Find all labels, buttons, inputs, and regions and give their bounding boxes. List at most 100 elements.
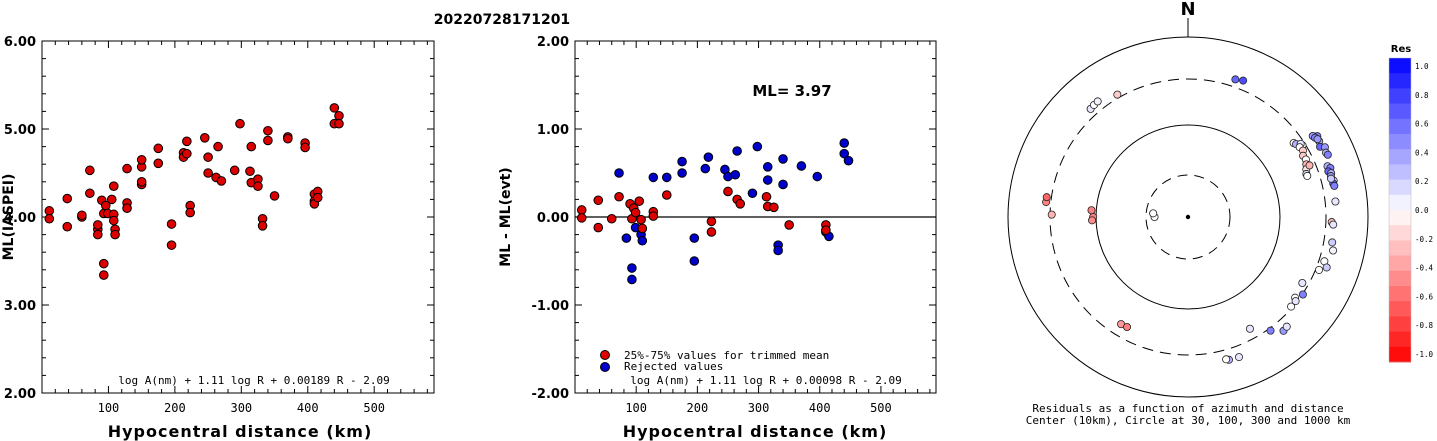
x-axis-label: Hypocentral distance (km)	[108, 422, 373, 441]
data-point	[182, 136, 192, 147]
formula-text: log A(nm) + 1.11 log R + 0.00098 R - 2.0…	[630, 374, 902, 387]
data-point	[136, 155, 147, 165]
data-point	[85, 188, 95, 199]
colorbar-segment	[1389, 134, 1411, 150]
panel-ml-iaspei: 100 200 300 400 500 2.00 3.00 4.00 5.00 6.00 ML(I…	[1, 35, 435, 441]
data-point	[203, 168, 213, 178]
trimmed-point	[784, 220, 794, 230]
colorbar-tick-label: -0.8	[1415, 321, 1434, 330]
y-tick-label: 4.00	[4, 211, 36, 226]
data-point	[108, 181, 119, 191]
trimmed-point	[630, 207, 641, 218]
rejected-point	[762, 175, 773, 185]
rejected-point	[778, 154, 788, 164]
residual-point	[1329, 246, 1338, 255]
rejected-point	[747, 188, 758, 199]
residual-point	[1298, 290, 1307, 299]
residual-point	[1328, 238, 1337, 247]
x-tick-label: 100	[625, 401, 647, 415]
trimmed-point	[614, 191, 624, 202]
data-point	[257, 221, 268, 231]
rejected-point	[700, 163, 711, 174]
residual-point	[1287, 302, 1296, 311]
rejected-point	[614, 168, 624, 178]
data-point	[44, 213, 55, 224]
residual-point	[1234, 353, 1243, 362]
data-point	[235, 118, 245, 129]
trimmed-point	[706, 227, 717, 237]
residual-point	[1329, 220, 1338, 229]
data-point	[62, 221, 73, 232]
residual-point	[1330, 181, 1339, 190]
data-point	[263, 125, 273, 136]
data-point	[283, 133, 293, 144]
rejected-point	[778, 179, 788, 190]
rejected-point	[730, 169, 741, 180]
colorbar-segment	[1389, 103, 1411, 120]
colorbar-tick-label: 1.0	[1415, 62, 1429, 71]
colorbar-segment	[1389, 316, 1411, 333]
data-point	[106, 194, 117, 205]
colorbar-tick-label: -0.6	[1415, 292, 1434, 301]
residual-point	[1315, 265, 1324, 274]
legend-label-trimmed: 25%-75% values for trimmed mean	[624, 349, 829, 362]
trimmed-point	[637, 223, 648, 234]
x-tick-label: 300	[748, 401, 770, 415]
colorbar: Res 1.0 0.8 0.6 0.4 0.2 0.0 -0.2 -0.4 -0.6 -0.8 -1…	[1388, 44, 1434, 363]
residual-point	[1322, 263, 1331, 272]
colorbar-segment	[1389, 118, 1411, 135]
residual-point	[1087, 206, 1096, 215]
data-point	[110, 229, 120, 240]
rejected-point	[773, 245, 783, 256]
residual-point	[1149, 209, 1158, 218]
colorbar-tick-label: 0.6	[1415, 120, 1429, 129]
rejected-point	[648, 172, 659, 183]
colorbar-segment	[1389, 73, 1411, 89]
colorbar-segment	[1389, 346, 1411, 363]
trimmed-point	[661, 190, 672, 200]
data-point	[108, 215, 119, 226]
colorbar-tick-label: 0.8	[1415, 91, 1429, 100]
rejected-point	[762, 162, 773, 172]
data-point	[246, 141, 257, 152]
residual-point	[1231, 75, 1240, 84]
data-point	[153, 158, 164, 169]
trimmed-point	[735, 199, 746, 209]
legend-marker-rejected	[600, 362, 610, 372]
formula-text: log A(nm) + 1.11 log R + 0.00189 R - 2.0…	[118, 374, 390, 387]
data-point	[166, 240, 177, 250]
epicenter-dot	[1185, 214, 1191, 220]
y-tick-label: 5.00	[4, 123, 36, 138]
x-tick-label: 200	[687, 401, 709, 415]
data-point	[93, 220, 103, 230]
x-tick-label: 500	[870, 401, 892, 415]
colorbar-segment	[1389, 58, 1411, 74]
residual-point	[1093, 97, 1102, 106]
panel-ml-residual: 100 200 300 400 500 -2.00 -1.00 0.00 1.00 2.00 ML…	[498, 35, 937, 441]
colorbar-tick-label: -0.4	[1415, 264, 1434, 273]
data-point	[269, 191, 280, 201]
residual-point	[1313, 135, 1322, 144]
rejected-point	[677, 156, 687, 167]
colorbar-segment	[1389, 149, 1411, 165]
trimmed-point	[576, 205, 587, 215]
trimmed-point	[648, 211, 659, 221]
x-tick-label: 300	[230, 401, 252, 415]
rejected-point	[627, 274, 637, 285]
data-point	[122, 203, 132, 213]
data-point	[334, 111, 344, 121]
data-point	[263, 135, 273, 146]
colorbar-segment	[1389, 210, 1411, 226]
residual-point	[1047, 210, 1056, 219]
trimmed-point	[606, 213, 617, 224]
colorbar-tick-label: 0.4	[1415, 148, 1429, 157]
trimmed-point	[821, 225, 831, 235]
rejected-point	[732, 146, 742, 156]
residual-point	[1113, 90, 1122, 99]
data-point	[185, 207, 195, 218]
residual-point	[1282, 322, 1291, 331]
ring-30km	[1145, 174, 1231, 260]
legend: 25%-75% values for trimmed mean Rejected…	[600, 349, 829, 373]
residual-point	[1123, 322, 1132, 331]
